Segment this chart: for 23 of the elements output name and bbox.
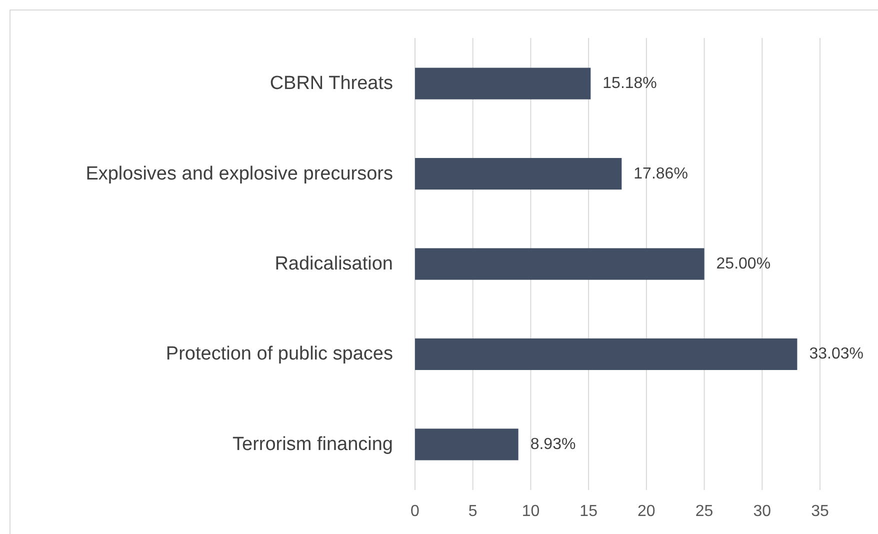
bar	[415, 248, 704, 280]
bar	[415, 68, 591, 100]
x-tick-label: 30	[753, 503, 772, 520]
x-tick-label: 25	[695, 503, 714, 520]
x-tick-label: 35	[811, 503, 829, 520]
y-tick-label: Terrorism financing	[232, 434, 393, 455]
x-tick-label: 0	[410, 503, 420, 520]
x-tick-label: 20	[638, 503, 656, 520]
bar	[415, 158, 622, 190]
bar	[415, 428, 518, 460]
data-label: 33.03%	[809, 346, 864, 363]
data-label: 15.18%	[602, 75, 657, 92]
x-tick-label: 10	[522, 503, 540, 520]
data-label: 25.00%	[716, 256, 771, 272]
y-tick-label: CBRN Threats	[270, 73, 393, 94]
data-label: 8.93%	[530, 436, 576, 453]
x-tick-label: 15	[580, 503, 598, 520]
x-tick-label: 5	[468, 503, 478, 520]
y-tick-label: Explosives and explosive precursors	[86, 163, 393, 184]
y-tick-label: Protection of public spaces	[166, 344, 393, 365]
bar	[415, 338, 798, 370]
y-tick-label: Radicalisation	[274, 254, 393, 274]
data-label: 17.86%	[634, 165, 688, 182]
